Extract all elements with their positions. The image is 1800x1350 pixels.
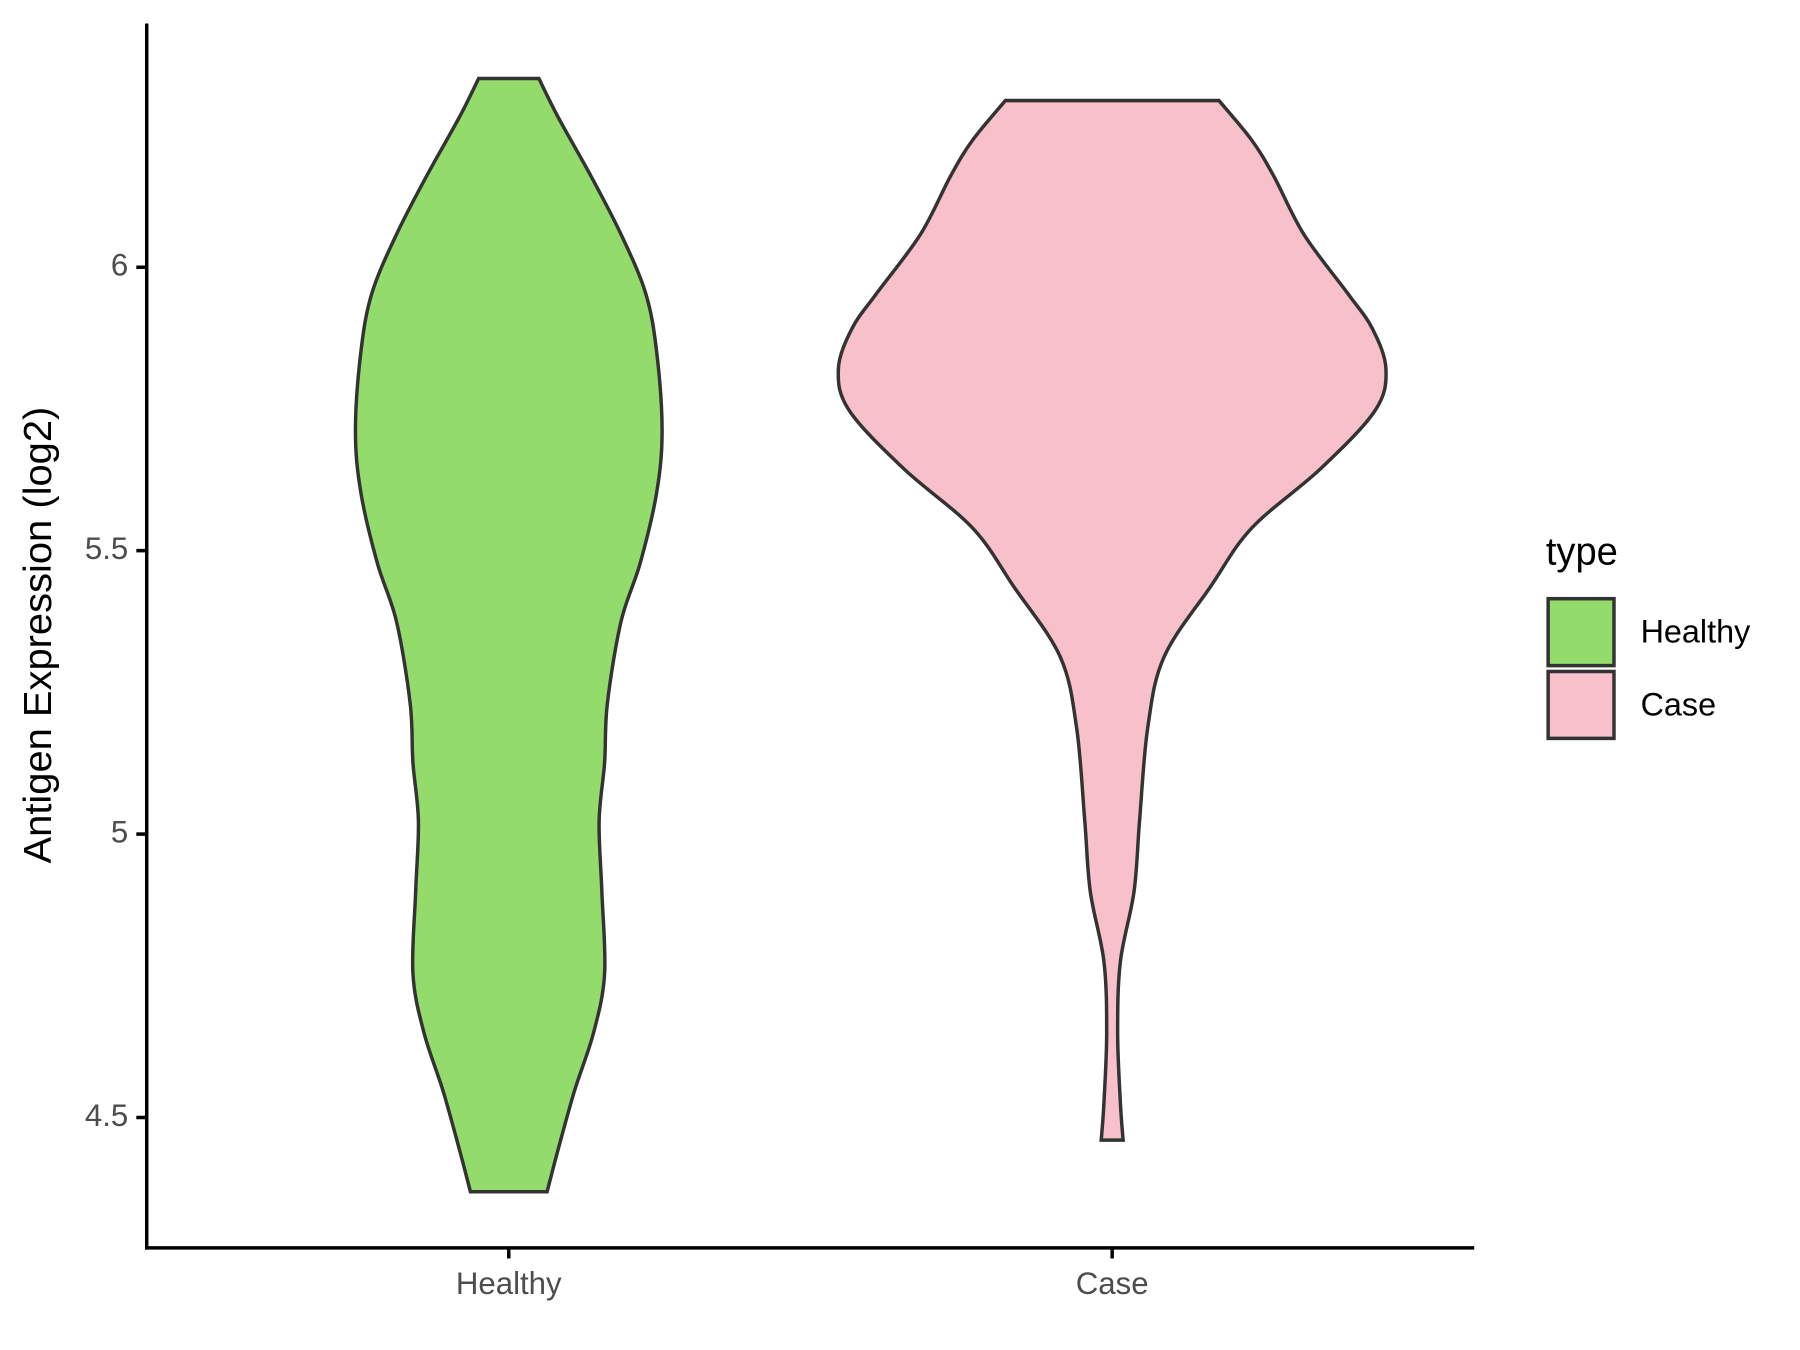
violin (836, 98, 1388, 1142)
legend-swatch (1546, 596, 1616, 668)
legend-label: Case (1641, 685, 1717, 722)
y-tick-label: 6 (111, 247, 128, 282)
legend-title: type (1546, 530, 1618, 573)
legend-swatch (1546, 669, 1616, 741)
x-tick-label: Case (1076, 1266, 1149, 1301)
y-axis-label: Antigen Expression (log2) (16, 407, 60, 864)
legend-label: Healthy (1641, 612, 1751, 649)
violin (353, 76, 664, 1194)
x-tick-label: Healthy (456, 1266, 562, 1301)
y-tick-label: 5.5 (85, 531, 128, 566)
y-tick-label: 5 (111, 814, 128, 849)
y-tick-label: 4.5 (85, 1098, 128, 1133)
